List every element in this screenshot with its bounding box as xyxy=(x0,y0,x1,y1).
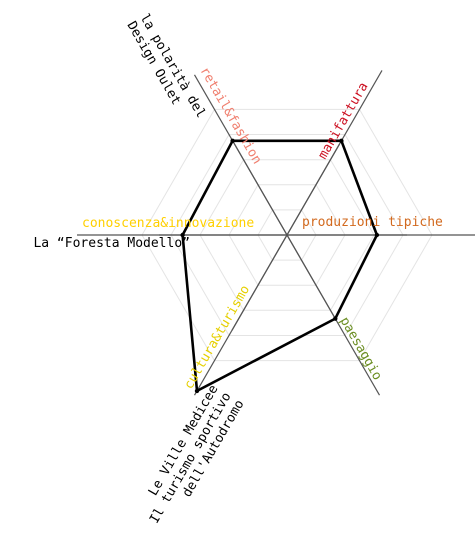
data-point-manifattura xyxy=(339,138,344,144)
axis-line-retail-fashion xyxy=(193,74,337,321)
data-point-produzioni-tipiche xyxy=(374,232,380,238)
annotation-conoscenza-innovazione: La “Foresta Modello” xyxy=(33,236,190,251)
data-point-retail-fashion xyxy=(230,138,235,144)
data-point-paesaggio xyxy=(333,316,338,321)
annotation-line: La “Foresta Modello” xyxy=(33,236,190,251)
axis-label-produzioni-tipiche: produzioni tipiche xyxy=(302,215,443,230)
axis-label-paesaggio: paesaggio xyxy=(337,315,385,384)
axis-line-manifattura xyxy=(231,70,383,331)
axis-label-retail-fashion: retail&fashion xyxy=(197,65,265,167)
axis-lines xyxy=(77,70,475,396)
data-polygon-group xyxy=(180,138,380,394)
axis-label-conoscenza-innovazione: conoscenza&innovazione xyxy=(82,216,254,231)
data-point-cultura-turismo xyxy=(194,388,200,394)
annotation-line: Il turismo sportivo xyxy=(147,390,234,526)
axis-labels: produzioni tipichepaesaggiocultura&turis… xyxy=(82,65,443,393)
data-point-conoscenza-innovazione xyxy=(180,232,185,238)
